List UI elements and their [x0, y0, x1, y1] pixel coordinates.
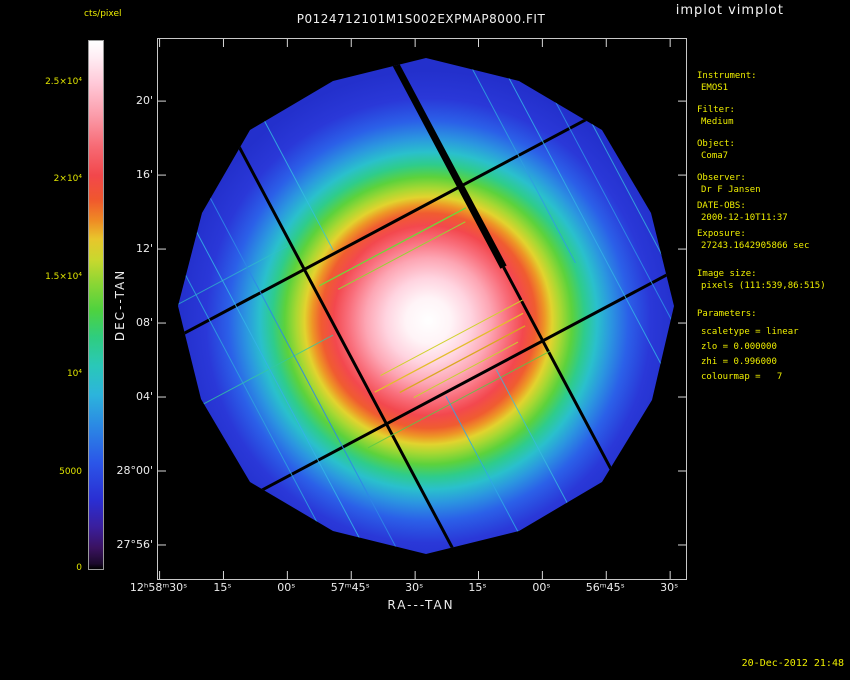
- info-field-value: 2000-12-10T11:37: [701, 213, 788, 223]
- info-field-image-size: Image size: pixels (111:539,86:515): [697, 268, 849, 292]
- parameter-line: zhi = 0.996000: [701, 357, 777, 367]
- parameter-line: scaletype = linear: [701, 327, 799, 337]
- info-field-label: Image size:: [697, 269, 757, 279]
- info-panel: Instrument: EMOS1 Filter: Medium Object:…: [697, 70, 849, 393]
- info-field-value: pixels (111:539,86:515): [701, 281, 826, 291]
- info-field-value: Dr F Jansen: [701, 185, 761, 195]
- info-field-label: Instrument:: [697, 71, 757, 81]
- info-field-value: EMOS1: [701, 83, 729, 93]
- y-tick-label: 12': [135, 242, 153, 256]
- info-field-observer: Observer: Dr F Jansen: [697, 172, 849, 196]
- parameters-label: Parameters:: [697, 309, 757, 319]
- info-field-label: DATE-OBS:: [697, 201, 746, 211]
- y-tick-label: 04': [135, 390, 153, 404]
- info-field-date-obs: DATE-OBS: 2000-12-10T11:37: [697, 200, 849, 224]
- x-tick-label: 30ˢ: [405, 581, 424, 594]
- x-tick-label: 12ʰ58ᵐ30ˢ: [129, 581, 188, 594]
- y-tick-label: 28°00': [116, 464, 153, 477]
- info-field-label: Object:: [697, 139, 735, 149]
- y-tick-label: 27°56': [116, 537, 153, 551]
- info-field-label: Exposure:: [697, 229, 746, 239]
- chip-gaps: [178, 58, 674, 554]
- y-tick-label: 08': [135, 316, 153, 330]
- x-tick-label: 00ˢ: [277, 581, 296, 594]
- info-field-value: 27243.1642905866 sec: [701, 241, 810, 251]
- x-tick-label: 30ˢ: [660, 581, 679, 594]
- info-field-object: Object: Coma7: [697, 138, 849, 162]
- plot-title: P0124712101M1S002EXPMAP8000.FIT: [296, 12, 546, 26]
- y-tick-labels: 20' 16' 12' 08' 04' 28°00' 27°56': [110, 38, 153, 578]
- exposure-map-image: [158, 39, 686, 579]
- info-field-filter: Filter: Medium: [697, 104, 849, 128]
- x-axis-label: RA---TAN: [387, 598, 455, 612]
- timestamp: 20-Dec-2012 21:48: [741, 658, 844, 669]
- app-title: implot vimplot: [675, 3, 784, 18]
- colorbar-tick-label: 1.5×10⁴: [45, 271, 82, 282]
- info-field-exposure: Exposure: 27243.1642905866 sec: [697, 228, 849, 252]
- x-tick-labels: 12ʰ58ᵐ30ˢ 15ˢ 00ˢ 57ᵐ45ˢ 30ˢ 15ˢ 00ˢ 56ᵐ45ˢ 30ˢ: [130, 581, 685, 595]
- x-tick-label: 56ᵐ45ˢ: [585, 581, 625, 594]
- y-tick-label: 20': [135, 94, 153, 108]
- axis-tick-marks: [158, 39, 686, 579]
- colorbar-title: cts/pixel: [84, 9, 122, 19]
- info-field-value: Coma7: [701, 151, 729, 161]
- colorbar-tick-label: 5000: [59, 467, 82, 478]
- x-tick-label: 57ᵐ45ˢ: [330, 581, 370, 594]
- info-field-label: Filter:: [697, 105, 735, 115]
- x-tick-label: 15ˢ: [213, 581, 232, 594]
- parameter-line: zlo = 0.000000: [701, 342, 777, 352]
- plot-frame: [157, 38, 687, 580]
- colorbar-tick-label: 0: [76, 563, 82, 574]
- x-tick-label: 15ˢ: [468, 581, 487, 594]
- parameters-block: Parameters: scaletype = linear zlo = 0.0…: [697, 308, 849, 383]
- colorbar-tick-label: 2.5×10⁴: [45, 76, 82, 87]
- y-tick-label: 16': [135, 168, 153, 182]
- colorbar-gradient: [88, 40, 104, 570]
- info-field-value: Medium: [701, 117, 734, 127]
- x-tick-label: 00ˢ: [532, 581, 551, 594]
- colorbar-tick-label: 10⁴: [66, 369, 82, 380]
- info-field-label: Observer:: [697, 173, 746, 183]
- info-field-instrument: Instrument: EMOS1: [697, 70, 849, 94]
- parameter-line: colourmap = 7: [701, 372, 783, 382]
- colorbar-tick-labels: 2.5×10⁴ 2×10⁴ 1.5×10⁴ 10⁴ 5000 0: [0, 40, 84, 574]
- colorbar-tick-label: 2×10⁴: [53, 174, 82, 185]
